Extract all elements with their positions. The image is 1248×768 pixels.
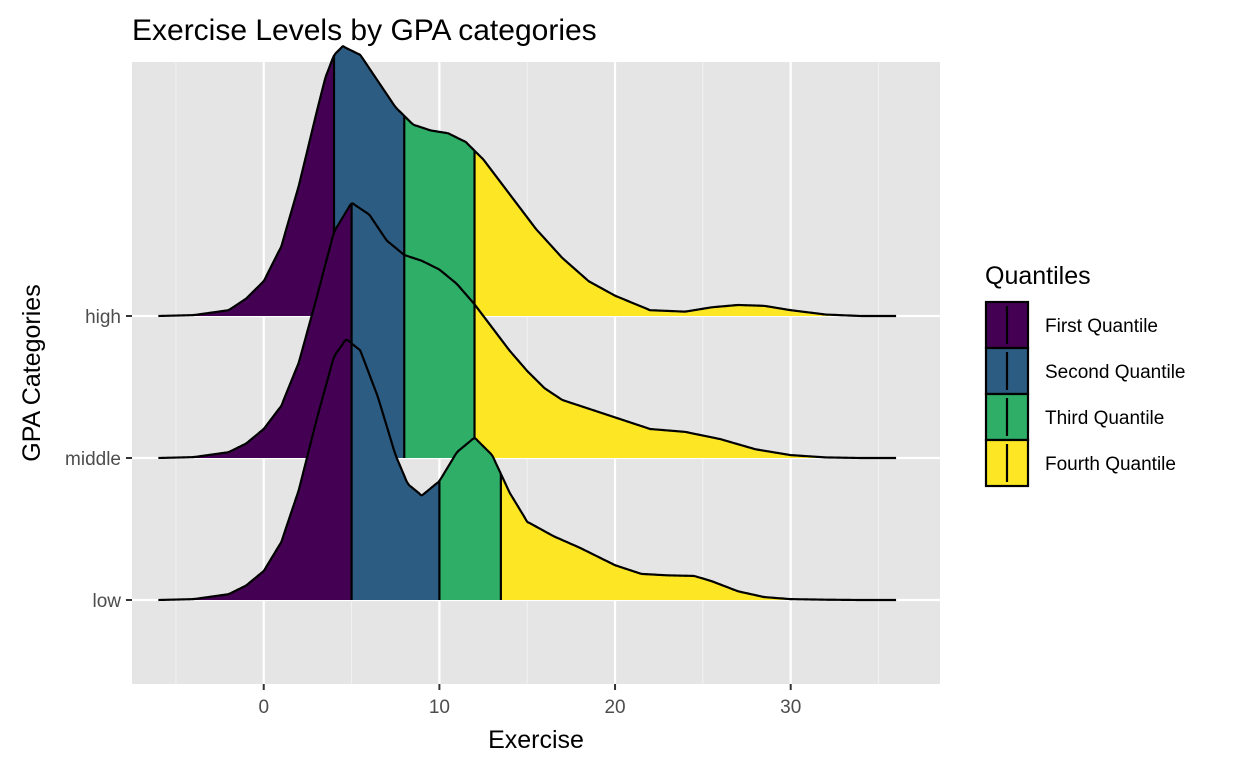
legend-label: Second Quantile [1045, 362, 1186, 383]
x-tick-label: 10 [429, 697, 450, 718]
chart-title: Exercise Levels by GPA categories [132, 14, 597, 47]
density-outline [158, 45, 897, 318]
legend-title: Quantiles [985, 262, 1091, 290]
legend-item-3: Third Quantile [984, 392, 1164, 442]
density-outline [158, 202, 897, 460]
quantile-region-2 [351, 343, 440, 600]
legend-label: Third Quantile [1045, 408, 1164, 429]
legend-item-4: Fourth Quantile [984, 438, 1176, 488]
ridges-layer [158, 45, 897, 602]
quantile-region-1 [158, 339, 352, 600]
legend-label: First Quantile [1045, 316, 1158, 337]
quantile-region-1 [158, 55, 334, 316]
quantile-region-4 [474, 304, 897, 459]
x-tick-label: 0 [258, 697, 269, 718]
quantile-region-3 [404, 255, 475, 458]
ridge-low [158, 338, 897, 602]
y-axis-title: GPA Categories [18, 284, 46, 461]
legend-item-2: Second Quantile [984, 346, 1186, 396]
x-tick-label: 30 [780, 697, 801, 718]
legend-label: Fourth Quantile [1045, 454, 1176, 475]
legend: Quantiles First Quantile Second Quantile T… [984, 262, 1186, 488]
density-outline [158, 338, 897, 602]
quantile-region-3 [439, 437, 501, 600]
y-tick-label-middle: middle [65, 449, 121, 470]
quantile-region-1 [158, 202, 352, 458]
y-tick-label-high: high [85, 307, 121, 328]
y-tick-label-low: low [92, 591, 121, 612]
axes-layer: 0 10 20 30 low middle high [65, 307, 801, 718]
quantile-region-4 [500, 473, 897, 601]
x-tick-label: 20 [604, 697, 625, 718]
legend-item-1: First Quantile [984, 300, 1158, 350]
x-axis-title: Exercise [488, 726, 584, 754]
